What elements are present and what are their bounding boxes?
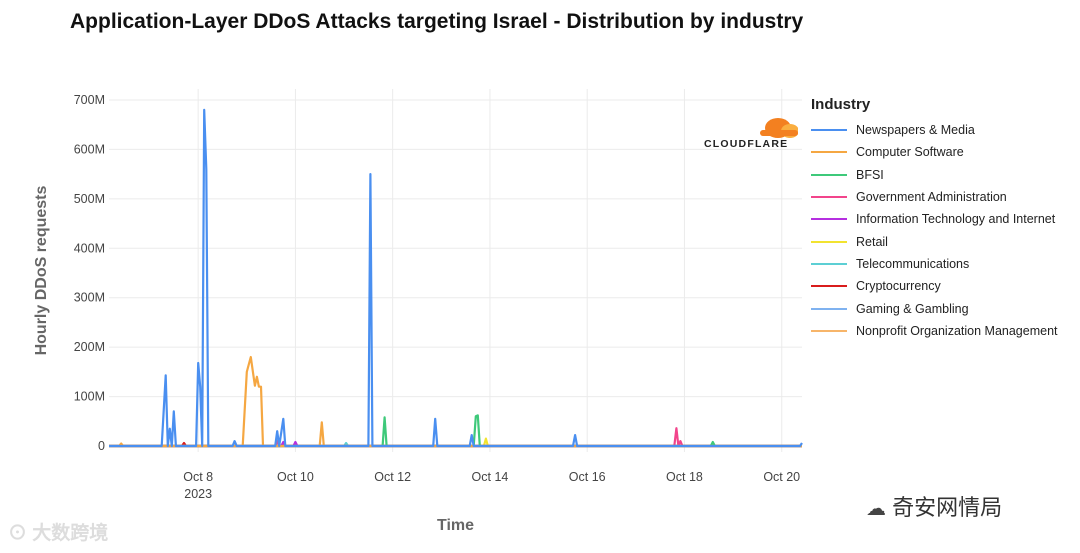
- legend-label: Retail: [856, 234, 888, 249]
- y-tick-label: 300M: [74, 291, 105, 305]
- x-tick-label: Oct 12: [374, 470, 411, 484]
- x-tick-label: Oct 14: [472, 470, 509, 484]
- y-tick-label: 700M: [74, 93, 105, 107]
- legend-item[interactable]: Government Administration: [811, 186, 1058, 208]
- legend-item[interactable]: Retail: [811, 230, 1058, 252]
- chart-title: Application-Layer DDoS Attacks targeting…: [70, 10, 804, 33]
- legend-swatch: [811, 262, 847, 265]
- plot-area: [109, 89, 802, 452]
- legend-label: BFSI: [856, 167, 884, 182]
- legend-swatch: [811, 285, 847, 288]
- legend-item[interactable]: Telecommunications: [811, 253, 1058, 275]
- legend-label: Information Technology and Internet: [856, 212, 1056, 227]
- x-tick-sublabel: 2023: [184, 487, 212, 501]
- legend-swatch: [811, 196, 847, 199]
- legend-swatch: [811, 218, 847, 221]
- legend-swatch: [811, 173, 847, 176]
- series-line: [109, 108, 803, 448]
- y-tick-label: 500M: [74, 192, 105, 206]
- legend-item[interactable]: Nonprofit Organization Management: [811, 320, 1058, 342]
- legend: Industry Newspapers & Media Computer Soft…: [811, 96, 1058, 342]
- y-axis-title: Hourly DDoS requests: [33, 185, 50, 355]
- legend-swatch: [811, 307, 847, 310]
- legend-item[interactable]: Cryptocurrency: [811, 275, 1058, 297]
- x-tick-label: Oct 16: [569, 470, 606, 484]
- y-tick-label: 100M: [74, 390, 105, 404]
- legend-label: Gaming & Gambling: [856, 301, 969, 316]
- y-tick-label: 200M: [74, 340, 105, 354]
- x-tick-label: Oct 10: [277, 470, 314, 484]
- x-tick-label: Oct 8: [183, 470, 213, 484]
- y-tick-label: 400M: [74, 241, 105, 255]
- cloudflare-logo: CLOUDFLARE: [704, 114, 798, 150]
- legend-item[interactable]: Newspapers & Media: [811, 119, 1058, 141]
- legend-swatch: [811, 151, 847, 154]
- legend-item[interactable]: Information Technology and Internet: [811, 208, 1058, 230]
- logo-text: CLOUDFLARE: [704, 138, 789, 150]
- y-tick-label: 600M: [74, 142, 105, 156]
- legend-label: Nonprofit Organization Management: [856, 323, 1058, 338]
- watermark-left: ⊙ 大数跨境: [8, 523, 109, 544]
- watermark-right: ☁ 奇安网情局: [866, 490, 1002, 522]
- legend-label: Government Administration: [856, 190, 1007, 205]
- y-tick-label: 0: [98, 439, 105, 453]
- cloud-icon: [760, 118, 798, 138]
- legend-item[interactable]: BFSI: [811, 164, 1058, 186]
- legend-label: Computer Software: [856, 145, 964, 160]
- legend-swatch: [811, 129, 847, 132]
- legend-label: Cryptocurrency: [856, 279, 941, 294]
- legend-swatch: [811, 329, 847, 332]
- x-axis-title: Time: [437, 517, 474, 534]
- watermark-right-text: 奇安网情局: [892, 495, 1003, 520]
- series-line: [109, 414, 802, 448]
- x-tick-label: Oct 18: [666, 470, 703, 484]
- legend-label: Newspapers & Media: [856, 123, 975, 138]
- legend-swatch: [811, 240, 847, 243]
- legend-title: Industry: [811, 96, 871, 113]
- legend-item[interactable]: Computer Software: [811, 141, 1058, 163]
- legend-label: Telecommunications: [856, 256, 970, 271]
- x-tick-label: Oct 20: [763, 470, 800, 484]
- legend-item[interactable]: Gaming & Gambling: [811, 297, 1058, 319]
- wechat-icon: ☁: [866, 498, 886, 520]
